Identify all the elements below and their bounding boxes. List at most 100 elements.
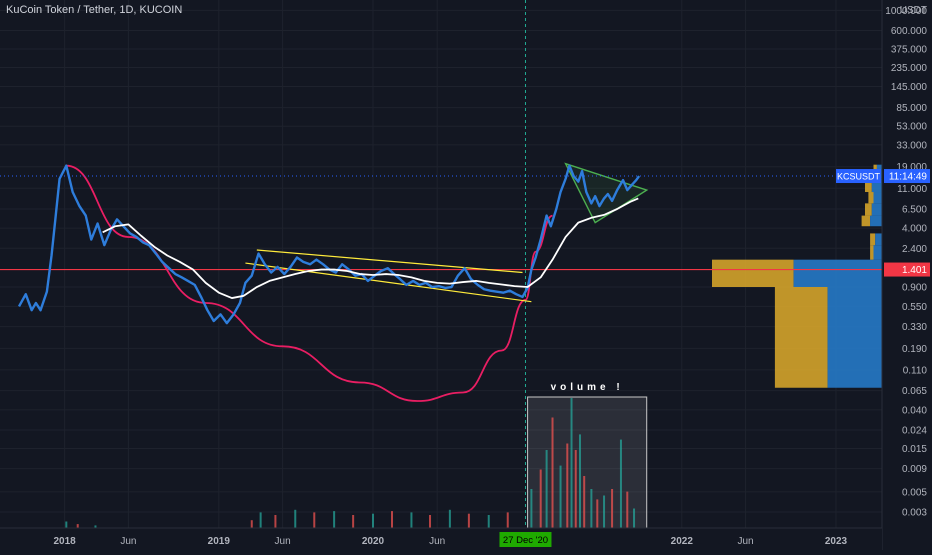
currency-label: USDT — [900, 5, 927, 16]
date-marker-tag: 27 Dec '20 — [503, 535, 548, 546]
volume-bar — [559, 465, 562, 528]
volume-profile-bar-up — [871, 203, 882, 216]
volume-bar — [410, 512, 413, 528]
volume-bar — [578, 434, 581, 528]
series — [17, 164, 641, 325]
volume-bar — [583, 476, 586, 528]
x-tick-label: Jun — [429, 536, 445, 547]
volume-profile-bar-up — [793, 259, 882, 288]
moving-average-line — [102, 197, 639, 299]
y-tick-label: 145.000 — [891, 82, 928, 93]
volume-profile-bar-up — [873, 245, 882, 260]
x-tick-label: 2020 — [362, 536, 385, 547]
price-axis[interactable]: 1000.000 600.000 375.000 235.000 145.000 85.0… — [881, 0, 932, 550]
y-tick-label: 0.190 — [902, 344, 927, 355]
volume-profile-bar-down — [712, 259, 794, 288]
chart-title: KuCoin Token / Tether, 1D, KUCOIN — [6, 4, 183, 16]
volume-profile-bar-down — [868, 192, 874, 204]
volume-bar — [448, 509, 451, 528]
volume-annotation: volume ! — [551, 382, 624, 393]
y-tick-label: 6.500 — [902, 205, 927, 216]
volume-profile-bar-up — [827, 287, 882, 388]
volume-profile-bar-up — [870, 215, 882, 227]
volume-bar — [250, 520, 253, 528]
volume-bar — [619, 439, 622, 528]
volume-bar — [294, 509, 297, 528]
y-tick-label: 0.110 — [903, 365, 928, 376]
level-label: 1.401 — [902, 265, 927, 276]
x-tick-label: 2022 — [671, 536, 694, 547]
y-tick-label: 0.330 — [902, 322, 927, 333]
x-tick-label: 2019 — [208, 536, 231, 547]
y-tick-label: 0.550 — [902, 302, 927, 313]
channel-line — [256, 249, 523, 274]
y-tick-label: 0.005 — [902, 487, 927, 498]
volume-bar — [551, 417, 554, 528]
y-tick-label: 4.000 — [902, 224, 927, 235]
y-tick-label: 0.015 — [902, 444, 927, 455]
y-tick-label: 0.065 — [902, 386, 927, 397]
x-tick-label: 2018 — [54, 536, 77, 547]
volume-bar — [603, 495, 606, 528]
y-tick-label: 0.009 — [902, 464, 927, 475]
volume-bar — [539, 469, 542, 528]
volume-bar — [313, 512, 316, 528]
x-tick-label: Jun — [737, 536, 753, 547]
volume-bar — [590, 489, 593, 528]
volume-profile-bar-down — [870, 233, 876, 246]
volume-profile-bar-down — [870, 245, 874, 260]
volume-bar — [467, 513, 470, 528]
volume-profile-bar-up — [875, 233, 882, 246]
time-axis[interactable]: 2018 Jun 2019 Jun 2020 Jun 2022 Jun 2023 27 Dec '… — [0, 527, 882, 550]
volume-bar — [487, 515, 490, 528]
cup-arc — [66, 164, 553, 402]
volume-bar — [633, 508, 636, 528]
y-tick-label: 2.400 — [902, 244, 927, 255]
volume-bar — [259, 512, 262, 528]
y-tick-label: 19.000 — [896, 162, 927, 173]
volume-profile-bar-down — [865, 203, 872, 216]
volume-bar — [545, 450, 548, 528]
x-tick-label: Jun — [120, 536, 136, 547]
volume-bar — [65, 521, 68, 528]
y-tick-label: 375.000 — [891, 45, 928, 56]
y-tick-label: 0.003 — [902, 508, 927, 519]
y-tick-label: 235.000 — [891, 63, 928, 74]
symbol-tag-bg — [836, 169, 881, 184]
volume-profile-bar-down — [865, 178, 872, 193]
symbol-tag: KCSUSDT — [837, 172, 881, 182]
volume-bar — [76, 524, 79, 528]
level-label-bg — [884, 262, 930, 277]
volume-bar — [391, 511, 393, 528]
y-tick-label: 0.024 — [902, 425, 927, 436]
volume-bar — [530, 489, 533, 528]
time-axis-bg — [0, 528, 882, 550]
channel-line — [245, 262, 532, 303]
volume-bar — [333, 511, 336, 528]
y-tick-label: 1000.000 — [885, 6, 927, 17]
x-tick-label: Jun — [275, 536, 291, 547]
volume-bar — [626, 491, 629, 528]
countdown-bg — [884, 169, 930, 184]
y-tick-label: 0.040 — [902, 405, 927, 416]
volume-bar — [566, 443, 569, 528]
y-tick-label: 0.900 — [902, 283, 927, 294]
volume-bar — [429, 515, 432, 528]
volume-bar — [506, 512, 509, 528]
volume-profile-bar-up — [871, 178, 882, 193]
volume-bar — [274, 515, 277, 528]
volume-profile-bar-down — [774, 287, 828, 388]
volume-bar — [574, 450, 577, 528]
y-tick-label: 33.000 — [896, 140, 927, 151]
volume-bar — [611, 489, 614, 528]
volume-bar — [352, 515, 355, 528]
countdown-label: 11:14:49 — [889, 172, 928, 183]
volume-bar — [94, 525, 97, 528]
y-tick-label: 85.000 — [896, 103, 927, 114]
volume-bars — [65, 398, 636, 528]
volume-highlight-box — [527, 396, 648, 531]
volume-bar — [596, 499, 599, 528]
volume-profile-bar-down — [861, 215, 871, 227]
